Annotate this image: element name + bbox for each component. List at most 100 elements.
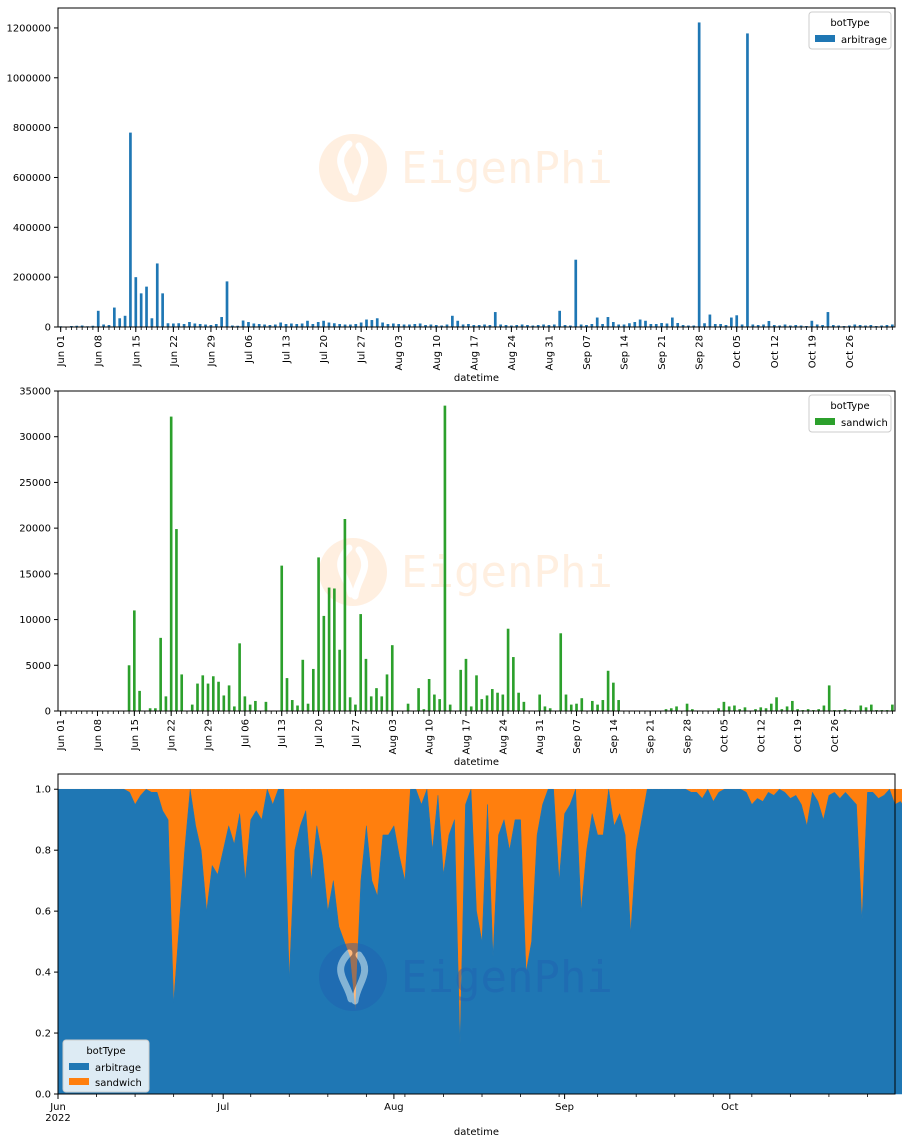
x-tick-label: 2022: [45, 1113, 70, 1124]
bar: [365, 319, 368, 327]
bar: [193, 323, 197, 327]
bar: [575, 703, 578, 711]
bar: [123, 315, 127, 327]
bar: [380, 696, 384, 711]
bar: [719, 324, 722, 327]
watermark-text: EigenPhi: [401, 143, 613, 194]
bar: [612, 682, 615, 711]
bar: [733, 705, 736, 711]
bar: [477, 325, 481, 327]
bar: [665, 323, 669, 327]
y-tick-label: 30000: [19, 432, 51, 443]
bar: [343, 519, 347, 711]
x-tick-label: Sep 07: [572, 719, 583, 754]
bar: [654, 324, 658, 327]
bar: [724, 325, 728, 327]
watermark-logo-icon: [319, 943, 387, 1011]
x-tick-label: Oct 12: [756, 719, 767, 752]
x-tick-label: Aug 31: [544, 335, 555, 370]
bar: [858, 325, 862, 327]
bar: [717, 708, 720, 711]
y-tick-label: 20000: [19, 524, 51, 535]
bar: [248, 704, 252, 711]
bar: [238, 643, 241, 711]
bar: [827, 685, 831, 711]
bar: [769, 703, 773, 711]
bar: [180, 674, 184, 711]
x-axis-title: datetime: [454, 1127, 499, 1138]
watermark-swirl-right: [351, 951, 369, 1005]
x-tick-label: Oct: [721, 1102, 738, 1113]
legend: botType arbitrage: [808, 11, 892, 50]
watermark-logo-icon: [319, 134, 387, 202]
x-tick-label: Jun 08: [93, 719, 104, 752]
bar: [456, 320, 460, 327]
bar: [864, 707, 868, 711]
x-tick-label: Sep: [555, 1102, 574, 1113]
bar: [676, 323, 680, 327]
bar: [756, 325, 760, 327]
bar: [687, 325, 690, 327]
bar: [837, 325, 841, 327]
y-tick-label: 600000: [13, 173, 51, 184]
x-tick-label: Aug 10: [432, 335, 443, 370]
legend: botType arbitrage sandwich: [62, 1039, 150, 1093]
bar: [182, 324, 186, 327]
y-tick-label: 1000000: [6, 73, 51, 84]
bar: [214, 324, 218, 327]
bar: [198, 324, 202, 327]
y-tick-label: 0: [45, 707, 51, 718]
bar: [512, 657, 515, 711]
x-tick-label: Oct 05: [719, 719, 730, 752]
bar: [80, 325, 84, 327]
watermark-text: EigenPhi: [401, 547, 613, 598]
bar: [434, 325, 438, 327]
bar: [268, 325, 272, 327]
bar: [611, 322, 615, 327]
x-tick-label: Aug 17: [469, 335, 480, 370]
bar: [485, 695, 489, 711]
x-tick-label: Sep 28: [695, 335, 706, 370]
bar: [806, 709, 810, 711]
bar: [359, 614, 363, 711]
bar: [440, 325, 443, 327]
bar: [628, 323, 631, 327]
bar: [515, 325, 519, 327]
bar: [201, 675, 205, 711]
bar: [606, 670, 610, 711]
y-tick-label: 35000: [19, 387, 51, 398]
bar: [730, 317, 733, 327]
y-tick-label: 200000: [13, 273, 51, 284]
bar: [391, 323, 395, 327]
y-tick-label: 0.4: [35, 968, 51, 979]
bar: [354, 704, 357, 711]
bar: [217, 681, 220, 711]
bar: [743, 707, 747, 711]
bar: [375, 318, 379, 327]
bar: [864, 325, 867, 327]
bar: [789, 325, 792, 327]
bar: [348, 697, 352, 711]
x-tick-label: Sep 21: [657, 335, 668, 370]
bar: [559, 633, 563, 711]
bar: [617, 324, 621, 327]
bar: [145, 286, 148, 327]
plot-frame: [57, 390, 896, 712]
bar: [349, 324, 352, 327]
bar: [754, 709, 757, 711]
bar: [438, 699, 441, 711]
bar: [138, 690, 141, 711]
bar: [738, 709, 742, 711]
legend-label-arbitrage: arbitrage: [95, 1063, 141, 1074]
watermark-logo: EigenPhi: [319, 134, 613, 202]
bar: [354, 324, 358, 327]
plot-frame: [57, 773, 896, 1095]
bar: [617, 700, 620, 711]
bar: [112, 307, 116, 327]
bar: [727, 706, 731, 711]
y-tick-label: 0.0: [35, 1090, 51, 1101]
bar: [490, 689, 494, 711]
x-tick-label: Oct 19: [793, 719, 804, 752]
bar: [311, 324, 315, 327]
bar: [740, 324, 744, 327]
